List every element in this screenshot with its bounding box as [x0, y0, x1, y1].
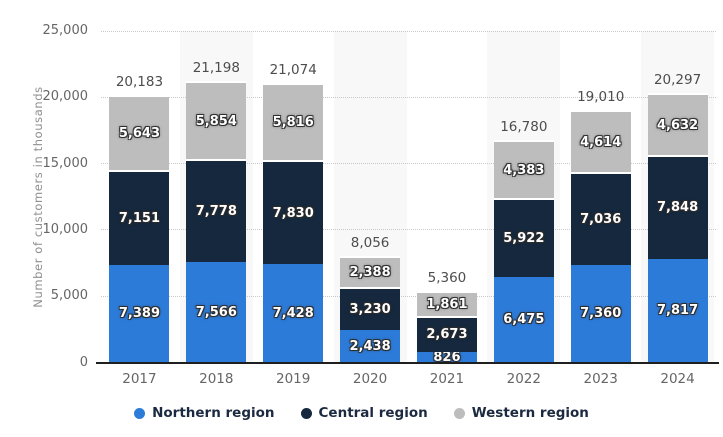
- bar-total-label: 19,010: [577, 89, 625, 106]
- bar-value-label: 7,360: [580, 306, 622, 322]
- bar-segment-northern-region[interactable]: 7,360: [570, 264, 631, 363]
- bar-total-label: 5,360: [427, 270, 467, 287]
- bar-value-label: 5,643: [118, 125, 160, 141]
- bar-value-label: 7,389: [118, 306, 160, 321]
- legend-item-western-region[interactable]: Western region: [453, 405, 589, 421]
- y-tick-label: 0: [79, 354, 88, 370]
- bar-segment-western-region[interactable]: 4,383: [493, 139, 554, 199]
- bar-value-label: 826: [433, 349, 461, 365]
- bar-segment-northern-region[interactable]: 7,566: [186, 262, 247, 363]
- bar-total-label: 8,056: [350, 234, 390, 251]
- bar-total-label: 21,074: [269, 62, 317, 79]
- bar-total-label: 20,297: [653, 72, 702, 89]
- bar-total-label: 16,780: [500, 118, 548, 135]
- bar-value-label: 5,816: [272, 115, 314, 131]
- y-gridline: [101, 229, 716, 231]
- legend-item-northern-region[interactable]: Northern region: [134, 405, 275, 421]
- bar-segment-western-region[interactable]: 5,643: [109, 94, 170, 170]
- legend-swatch-icon: [453, 407, 465, 419]
- bar-segment-northern-region[interactable]: 826: [416, 349, 477, 365]
- x-axis-label: 2019: [276, 370, 311, 387]
- x-axis-label: 2018: [199, 370, 234, 387]
- bar-segment-western-region[interactable]: 4,632: [647, 93, 708, 155]
- bar-segment-northern-region[interactable]: 7,389: [109, 264, 170, 363]
- legend-swatch-icon: [134, 407, 146, 419]
- bar-value-label: 7,830: [272, 205, 314, 221]
- y-tick-label: 10,000: [42, 221, 89, 237]
- bar-segment-western-region[interactable]: 4,614: [570, 110, 631, 172]
- x-axis-label: 2022: [506, 370, 541, 387]
- y-tick-label: 5,000: [50, 288, 88, 304]
- bar-segment-central-region[interactable]: 3,230: [340, 287, 401, 331]
- bar-segment-northern-region[interactable]: 7,428: [263, 264, 324, 363]
- bar-segment-central-region[interactable]: 5,922: [493, 198, 554, 277]
- bar-value-label: 2,673: [426, 327, 468, 343]
- bar-segment-central-region[interactable]: 7,778: [186, 159, 247, 263]
- bar-value-label: 6,475: [503, 312, 545, 328]
- x-axis-label: 2021: [429, 370, 465, 387]
- legend-swatch-icon: [300, 407, 312, 419]
- x-axis-label: 2023: [583, 370, 618, 387]
- legend: Northern region Central region Western reg…: [0, 405, 723, 421]
- bar-value-label: 7,428: [272, 305, 314, 321]
- bar-value-label: 4,632: [657, 117, 699, 133]
- legend-label: Northern region: [152, 405, 275, 421]
- bar-segment-western-region[interactable]: 5,816: [263, 83, 324, 161]
- bar-value-label: 2,388: [349, 265, 391, 280]
- bar-value-label: 3,230: [349, 302, 391, 318]
- bar-segment-central-region[interactable]: 7,036: [570, 171, 631, 265]
- bar-segment-western-region[interactable]: 5,854: [186, 81, 247, 160]
- x-axis-label: 2020: [352, 370, 388, 387]
- bar-segment-northern-region[interactable]: 7,817: [647, 258, 708, 363]
- bar-value-label: 5,922: [503, 230, 545, 246]
- legend-label: Western region: [471, 405, 589, 421]
- bar-segment-northern-region[interactable]: 6,475: [493, 276, 554, 363]
- y-tick-label: 20,000: [42, 89, 89, 105]
- y-gridline: [101, 30, 716, 32]
- y-tick-label: 25,000: [42, 23, 89, 38]
- x-axis-label: 2017: [122, 370, 157, 387]
- bar-value-label: 7,566: [195, 304, 237, 320]
- bar-segment-central-region[interactable]: 7,848: [647, 154, 708, 259]
- y-gridline: [101, 163, 716, 165]
- bar-value-label: 7,036: [580, 211, 622, 227]
- bar-segment-central-region[interactable]: 2,673: [416, 316, 477, 352]
- legend-label: Central region: [318, 405, 428, 421]
- bar-value-label: 7,817: [657, 303, 699, 319]
- bar-total-label: 20,183: [115, 73, 164, 90]
- legend-item-central-region[interactable]: Central region: [300, 405, 428, 421]
- bar-segment-central-region[interactable]: 7,830: [263, 160, 324, 264]
- bar-value-label: 5,854: [195, 113, 237, 129]
- bar-value-label: 7,848: [657, 200, 699, 216]
- bar-segment-northern-region[interactable]: 2,438: [340, 330, 401, 363]
- bar-value-label: 7,778: [195, 204, 237, 220]
- bar-segment-western-region[interactable]: 1,861: [416, 291, 477, 317]
- x-axis-line: [96, 362, 719, 364]
- bar-value-label: 7,151: [118, 210, 160, 226]
- y-tick-label: 15,000: [42, 155, 89, 171]
- y-gridline: [101, 96, 716, 98]
- y-axis-title: Number of customers in thousands: [31, 86, 45, 308]
- bar-segment-western-region[interactable]: 2,388: [340, 255, 401, 288]
- bar-value-label: 4,614: [580, 134, 622, 150]
- bar-value-label: 2,438: [349, 338, 391, 354]
- y-gridline: [101, 295, 716, 297]
- bar-segment-central-region[interactable]: 7,151: [109, 169, 170, 265]
- x-axis-label: 2024: [660, 370, 695, 387]
- bar-value-label: 4,383: [503, 162, 545, 178]
- bar-value-label: 1,861: [426, 297, 468, 313]
- bar-total-label: 21,198: [192, 60, 240, 77]
